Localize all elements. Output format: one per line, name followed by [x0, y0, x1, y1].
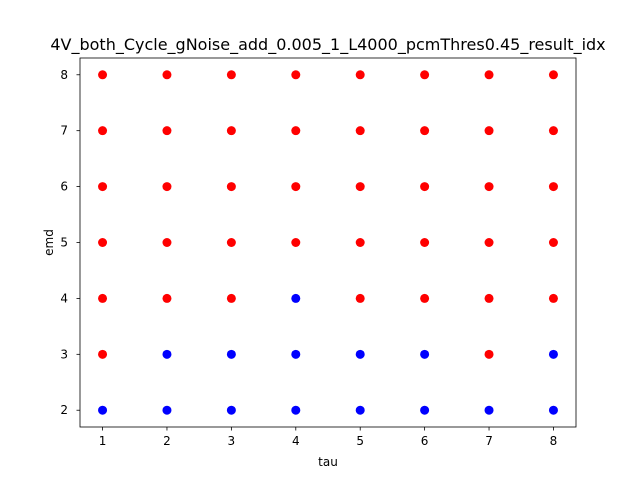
chart-title: 4V_both_Cycle_gNoise_add_0.005_1_L4000_p… [50, 35, 605, 55]
y-tick-label: 7 [60, 124, 68, 138]
x-tick-label: 5 [356, 434, 364, 448]
x-tick-label: 7 [485, 434, 493, 448]
data-point-red [98, 182, 108, 192]
y-axis-label: emd [42, 229, 56, 256]
data-point-red [484, 349, 494, 359]
data-point-red [355, 70, 365, 80]
data-point-blue [291, 405, 301, 415]
data-point-red [162, 238, 172, 247]
data-point-blue [226, 405, 236, 415]
y-tick-label: 8 [60, 68, 68, 82]
data-point-red [98, 349, 108, 359]
data-point-red [355, 126, 365, 136]
data-point-red [484, 293, 494, 303]
y-tick-label: 6 [60, 180, 68, 194]
data-point-red [420, 182, 430, 192]
data-point-red [420, 238, 430, 247]
data-point-red [98, 126, 108, 136]
data-point-blue [291, 349, 301, 359]
data-point-blue [355, 349, 365, 359]
data-point-red [355, 293, 365, 303]
data-point-red [484, 238, 494, 247]
x-axis-label: tau [318, 455, 338, 469]
data-point-red [355, 182, 365, 192]
data-point-red [162, 126, 172, 136]
data-point-red [355, 238, 365, 247]
data-point-red [226, 293, 236, 303]
x-tick-label: 6 [421, 434, 429, 448]
data-point-red [226, 238, 236, 247]
data-point-red [98, 238, 108, 247]
data-point-blue [420, 405, 430, 415]
y-tick-label: 5 [60, 236, 68, 250]
data-point-red [420, 126, 430, 136]
y-tick-label: 4 [60, 291, 68, 305]
x-tick-label: 8 [550, 434, 558, 448]
data-point-red [226, 70, 236, 80]
data-point-blue [226, 349, 236, 359]
data-point-blue [548, 405, 558, 415]
x-tick-label: 3 [228, 434, 236, 448]
data-point-blue [355, 405, 365, 415]
data-point-blue [548, 349, 558, 359]
x-tick-label: 4 [292, 434, 300, 448]
data-point-red [291, 70, 301, 80]
data-point-red [484, 182, 494, 192]
data-point-red [420, 293, 430, 303]
data-point-red [548, 126, 558, 136]
data-point-blue [484, 405, 494, 415]
data-point-red [162, 293, 172, 303]
data-point-red [548, 70, 558, 80]
x-tick-label: 2 [163, 434, 171, 448]
data-point-blue [420, 349, 430, 359]
data-point-red [484, 126, 494, 136]
y-tick-label: 2 [60, 403, 68, 417]
data-point-blue [291, 293, 301, 303]
y-tick-label: 3 [60, 347, 68, 361]
data-point-red [548, 182, 558, 192]
data-point-red [548, 238, 558, 247]
data-point-red [484, 70, 494, 80]
data-point-blue [162, 349, 172, 359]
axis-ticks: 1 2 3 4 5 6 7 8 2 3 4 5 6 7 8 [60, 68, 557, 448]
data-point-red [226, 126, 236, 136]
x-tick-label: 1 [99, 434, 107, 448]
data-point-red [420, 70, 430, 80]
data-point-red [98, 293, 108, 303]
data-point-red [226, 182, 236, 192]
plot-frame [79, 57, 577, 428]
data-point-red [291, 238, 301, 247]
data-point-red [291, 182, 301, 192]
data-point-blue [162, 405, 172, 415]
data-point-red [291, 126, 301, 136]
data-point-blue [98, 405, 108, 415]
data-points [98, 70, 558, 415]
data-point-red [162, 70, 172, 80]
data-point-red [162, 182, 172, 192]
data-point-red [548, 293, 558, 303]
data-point-red [98, 70, 108, 80]
